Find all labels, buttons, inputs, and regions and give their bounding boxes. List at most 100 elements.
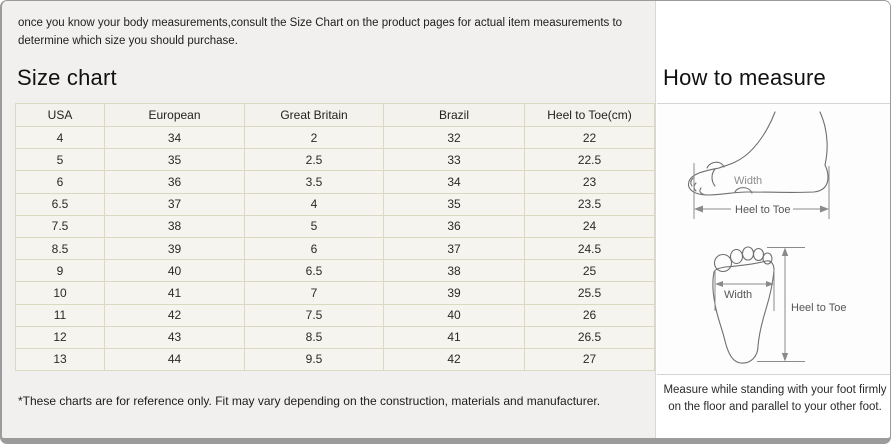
column-header: Heel to Toe(cm) — [524, 103, 655, 127]
foot-side-outline — [687, 111, 829, 196]
size-cell: 5 — [244, 214, 384, 238]
size-cell: 38 — [104, 214, 245, 238]
size-table-body: 4 34 2 32 22 5 35 2.5 33 22.5 6 36 3.5 34 23 6.5 37 4 35 23… — [15, 125, 655, 372]
table-row: 8.5 39 6 37 24.5 — [15, 236, 655, 261]
foot-top-view-diagram: Width Heel to Toe — [712, 246, 846, 364]
size-cell: 37 — [383, 236, 525, 261]
table-row: 12 43 8.5 41 26.5 — [15, 325, 655, 349]
table-row: 13 44 9.5 42 27 — [15, 347, 655, 372]
size-chart-table: USA European Great Britain Brazil Heel to To… — [15, 103, 655, 372]
reference-footnote: *These charts are for reference only. Fi… — [18, 394, 601, 408]
size-cell: 6.5 — [15, 192, 105, 216]
size-cell: 34 — [104, 125, 245, 150]
toe-4-outline — [752, 247, 765, 262]
how-to-measure-panel: How to measure Width Heel to Toe — [657, 1, 890, 438]
size-cell: 7.5 — [15, 214, 105, 238]
side-arrow-right-icon — [820, 205, 829, 213]
table-row: 10 41 7 39 25.5 — [15, 281, 655, 305]
foot-side-ball-bump — [734, 187, 753, 194]
column-header: European — [104, 103, 245, 127]
toe-5-outline — [762, 252, 773, 265]
size-cell: 36 — [104, 170, 245, 194]
size-cell: 10 — [15, 281, 105, 305]
size-cell: 6 — [15, 170, 105, 194]
size-cell: 40 — [383, 303, 525, 327]
top-heel-toe-ticks — [757, 247, 805, 362]
size-cell: 7.5 — [244, 303, 384, 327]
table-row: 5 35 2.5 33 22.5 — [15, 148, 655, 172]
size-cell: 35 — [383, 192, 525, 216]
top-width-arrow-left-icon — [715, 281, 723, 287]
size-cell: 43 — [104, 325, 245, 349]
size-cell: 39 — [104, 236, 245, 261]
top-heel-toe-arrow-down-icon — [781, 353, 789, 362]
foot-side-instep-bump — [706, 161, 725, 169]
header-row: USA European Great Britain Brazil Heel to To… — [15, 103, 655, 127]
size-cell: 32 — [383, 125, 525, 150]
big-toe-outline — [713, 253, 733, 273]
side-dim-ticks — [693, 163, 830, 219]
size-cell: 26.5 — [524, 325, 655, 349]
measurement-diagrams: Width Heel to Toe Width — [657, 103, 890, 375]
top-width-label: Width — [724, 289, 752, 301]
size-cell: 4 — [244, 192, 384, 216]
foot-sole-outline — [712, 260, 775, 364]
size-cell: 22.5 — [524, 148, 655, 172]
size-cell: 8.5 — [15, 236, 105, 261]
side-width-label: Width — [734, 175, 762, 187]
size-cell: 41 — [104, 281, 245, 305]
toe-2-outline — [729, 248, 744, 265]
size-cell: 34 — [383, 170, 525, 194]
size-cell: 8.5 — [244, 325, 384, 349]
measure-instruction: Measure while standing with your foot fi… — [663, 384, 887, 414]
size-cell: 24 — [524, 214, 655, 238]
size-cell: 6 — [244, 236, 384, 261]
table-row: 4 34 2 32 22 — [15, 125, 655, 150]
size-cell: 35 — [104, 148, 245, 172]
size-cell: 24.5 — [524, 236, 655, 261]
size-cell: 26 — [524, 303, 655, 327]
table-row: 11 42 7.5 40 26 — [15, 303, 655, 327]
how-to-measure-title: How to measure — [663, 65, 826, 90]
side-heel-toe-label: Heel to Toe — [735, 204, 790, 216]
table-row: 9 40 6.5 38 25 — [15, 259, 655, 283]
size-cell: 39 — [383, 281, 525, 305]
size-cell: 5 — [15, 148, 105, 172]
size-cell: 25 — [524, 259, 655, 283]
top-width-arrow-right-icon — [766, 281, 774, 287]
top-heel-toe-arrow-up-icon — [781, 247, 789, 256]
size-cell: 36 — [383, 214, 525, 238]
size-cell: 9 — [15, 259, 105, 283]
size-cell: 42 — [104, 303, 245, 327]
size-cell: 9.5 — [244, 347, 384, 372]
size-cell: 13 — [15, 347, 105, 372]
size-cell: 12 — [15, 325, 105, 349]
size-chart-title: Size chart — [17, 65, 117, 90]
top-heel-toe-label: Heel to Toe — [791, 302, 846, 314]
size-cell: 22 — [524, 125, 655, 150]
size-chart-panel: once you know your body measurements,con… — [2, 1, 656, 438]
foot-side-view-diagram: Width Heel to Toe — [687, 111, 830, 219]
size-cell: 25.5 — [524, 281, 655, 305]
size-cell: 27 — [524, 347, 655, 372]
table-row: 6 36 3.5 34 23 — [15, 170, 655, 194]
size-cell: 7 — [244, 281, 384, 305]
size-cell: 40 — [104, 259, 245, 283]
foot-measurement-diagram-icon: Width Heel to Toe Width — [687, 111, 846, 364]
table-row: 6.5 37 4 35 23.5 — [15, 192, 655, 216]
size-cell: 37 — [104, 192, 245, 216]
size-cell: 2.5 — [244, 148, 384, 172]
column-header: Great Britain — [244, 103, 384, 127]
size-cell: 41 — [383, 325, 525, 349]
size-cell: 38 — [383, 259, 525, 283]
column-header: Brazil — [383, 103, 525, 127]
size-cell: 4 — [15, 125, 105, 150]
size-cell: 44 — [104, 347, 245, 372]
top-width-ticks — [714, 270, 775, 311]
toe-3-outline — [741, 246, 755, 261]
size-cell: 3.5 — [244, 170, 384, 194]
table-row: 7.5 38 5 36 24 — [15, 214, 655, 238]
intro-text: once you know your body measurements,con… — [18, 17, 623, 47]
side-arrow-left-icon — [694, 205, 703, 213]
